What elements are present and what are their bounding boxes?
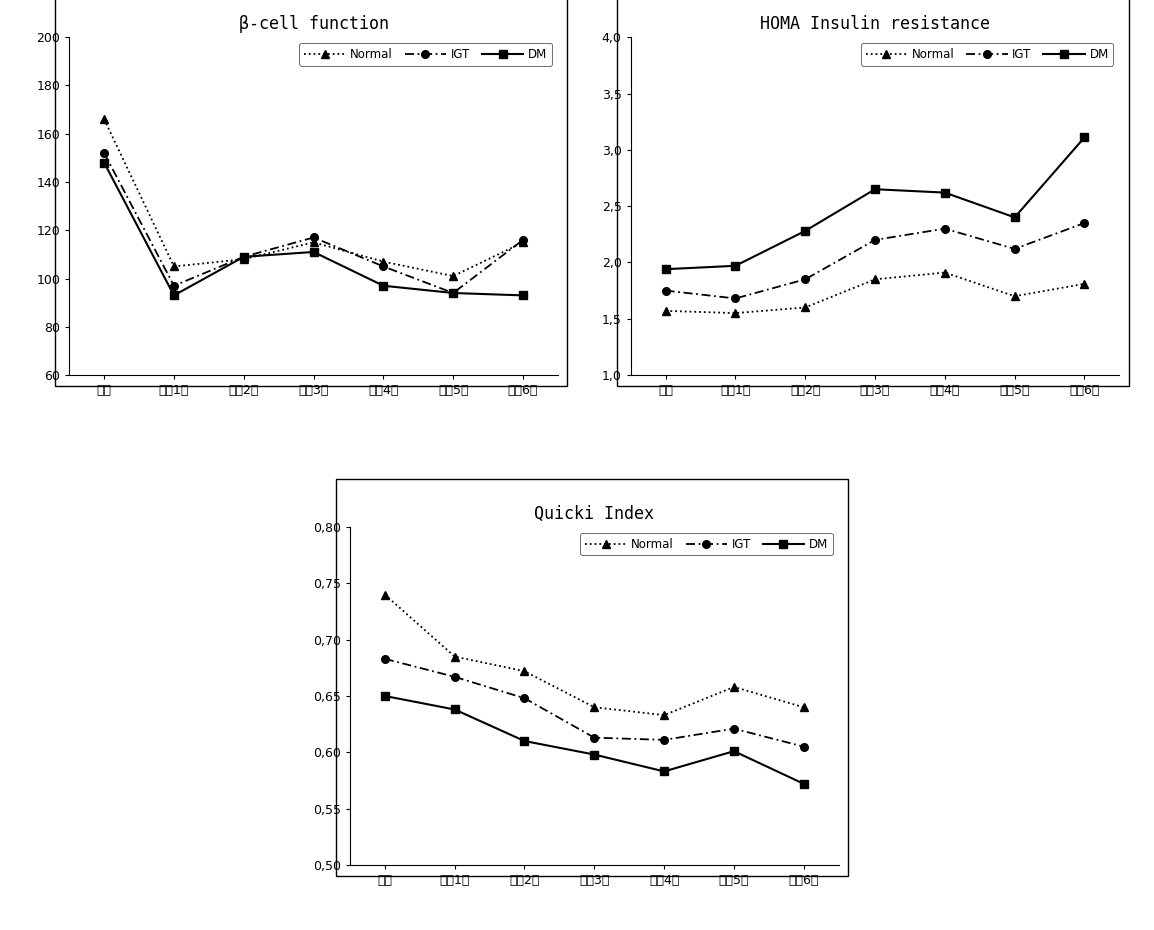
Normal [728,308,742,319]
IGT [448,671,462,683]
IGT [868,234,882,246]
Normal [657,710,670,721]
Normal [938,267,952,278]
Title: Quicki Index: Quicki Index [534,505,654,523]
IGT [518,693,532,704]
DM [167,290,181,301]
DM [379,690,392,701]
Normal [1078,278,1092,289]
DM [237,251,250,262]
DM [447,287,460,299]
Line: Normal: Normal [661,269,1088,317]
Normal [307,237,321,248]
Normal [1007,291,1021,302]
IGT [657,735,670,746]
IGT [938,223,952,234]
Title: HOMA Insulin resistance: HOMA Insulin resistance [760,15,990,33]
DM [516,290,530,301]
IGT [516,234,530,246]
Normal [448,651,462,662]
IGT [727,723,741,734]
DM [307,246,321,258]
IGT [97,148,111,159]
Normal [518,666,532,677]
Title: β-cell function: β-cell function [239,15,389,33]
IGT [728,293,742,304]
Line: DM: DM [100,159,527,299]
Line: IGT: IGT [100,149,527,297]
Normal [659,305,673,316]
DM [727,746,741,757]
IGT [237,251,250,262]
IGT [1007,244,1021,255]
Normal [796,701,810,712]
Line: DM: DM [381,692,808,788]
IGT [799,273,812,285]
IGT [379,653,392,664]
IGT [796,741,810,752]
DM [657,765,670,777]
DM [938,187,952,198]
IGT [447,287,460,299]
Line: Normal: Normal [100,115,527,280]
DM [1078,132,1092,143]
Normal [167,261,181,272]
IGT [659,285,673,296]
IGT [376,261,390,272]
DM [97,157,111,168]
DM [448,704,462,715]
Normal [516,237,530,248]
DM [1007,212,1021,223]
DM [799,225,812,236]
Normal [376,256,390,267]
Normal [799,302,812,313]
Normal [587,701,601,712]
Legend: Normal, IGT, DM: Normal, IGT, DM [861,43,1114,65]
Line: Normal: Normal [381,591,808,719]
Line: IGT: IGT [661,219,1088,302]
Normal [97,113,111,125]
IGT [307,232,321,243]
DM [587,749,601,760]
Legend: Normal, IGT, DM: Normal, IGT, DM [580,533,833,555]
DM [518,736,532,747]
DM [376,280,390,291]
IGT [1078,218,1092,229]
Normal [727,682,741,693]
Normal [237,254,250,265]
Normal [379,589,392,600]
DM [659,263,673,274]
Normal [447,271,460,282]
DM [796,778,810,790]
DM [728,260,742,272]
IGT [587,732,601,743]
Legend: Normal, IGT, DM: Normal, IGT, DM [299,43,552,65]
Line: IGT: IGT [381,655,808,751]
Line: DM: DM [661,134,1088,273]
IGT [167,280,181,291]
DM [868,183,882,194]
Normal [868,273,882,285]
